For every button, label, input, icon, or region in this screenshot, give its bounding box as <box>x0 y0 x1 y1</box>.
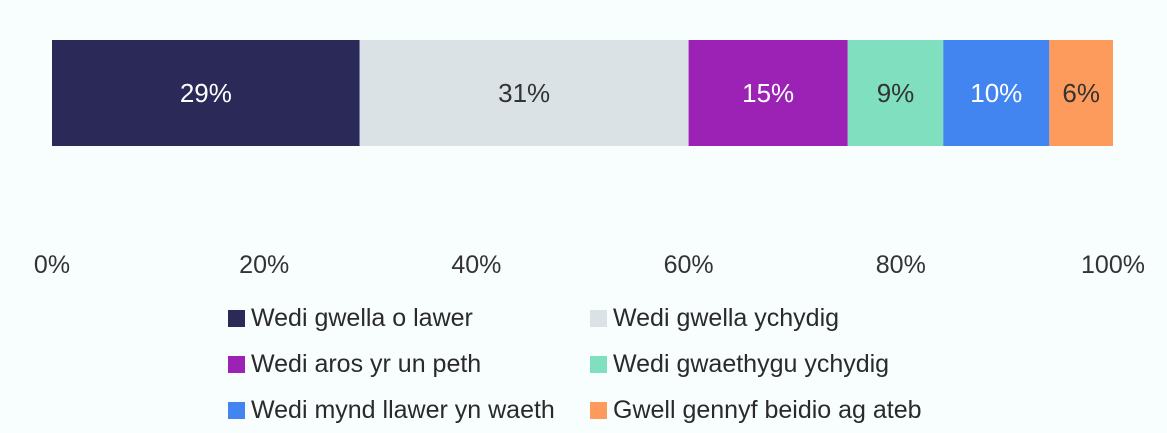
x-axis-tick-labels: 0% 20% 40% 60% 80% 100% <box>34 251 1145 279</box>
legend-label: Wedi gwella o lawer <box>251 303 473 332</box>
bar-data-label: 9% <box>877 78 915 108</box>
bar-segment <box>52 40 360 146</box>
x-tick-label: 60% <box>664 251 714 279</box>
bar-segment <box>1049 40 1113 146</box>
legend-item: Wedi gwella o lawer <box>228 300 590 336</box>
x-tick-label: 100% <box>1081 251 1145 279</box>
bar-segments <box>52 40 1113 146</box>
bar-data-labels: 29% 31% 15% 9% 10% 6% <box>180 78 1100 108</box>
bar-data-label: 10% <box>970 78 1022 108</box>
legend-label: Wedi aros yr un peth <box>251 349 482 378</box>
legend-label: Wedi gwella ychydig <box>613 303 840 332</box>
legend-item: Wedi gwaethygu ychydig <box>590 346 950 382</box>
legend-swatch <box>590 309 607 327</box>
legend-swatch <box>228 355 245 373</box>
bar-segment <box>847 40 944 146</box>
x-tick-label: 40% <box>451 251 501 279</box>
x-tick-label: 80% <box>876 251 926 279</box>
legend-item: Wedi mynd llawer yn waeth <box>228 392 590 428</box>
bar-segment <box>688 40 848 146</box>
legend-swatch <box>228 309 245 327</box>
bar-data-label: 6% <box>1062 78 1100 108</box>
x-tick-label: 0% <box>34 251 70 279</box>
legend: Wedi gwella o lawer Wedi gwella ychydig … <box>228 300 950 428</box>
legend-swatch <box>590 401 607 419</box>
bar-data-label: 31% <box>498 78 550 108</box>
bar-segment <box>943 40 1050 146</box>
x-tick-label: 20% <box>239 251 289 279</box>
bar-segment <box>359 40 689 146</box>
legend-label: Wedi mynd llawer yn waeth <box>251 395 555 424</box>
legend-item: Wedi aros yr un peth <box>228 346 590 382</box>
legend-swatch <box>228 401 245 419</box>
legend-swatch <box>590 355 607 373</box>
legend-label: Wedi gwaethygu ychydig <box>613 349 890 378</box>
bar-data-label: 15% <box>742 78 794 108</box>
bar-data-label: 29% <box>180 78 232 108</box>
legend-item: Wedi gwella ychydig <box>590 300 950 336</box>
legend-label: Gwell gennyf beidio ag ateb <box>613 395 922 424</box>
legend-item: Gwell gennyf beidio ag ateb <box>590 392 950 428</box>
